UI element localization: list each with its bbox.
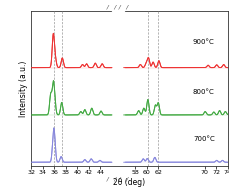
Text: 900°C: 900°C: [192, 39, 214, 45]
X-axis label: 2θ (deg): 2θ (deg): [113, 178, 145, 187]
Text: 800°C: 800°C: [192, 89, 214, 95]
Text: 700°C: 700°C: [192, 136, 214, 142]
Text: / /: / /: [117, 176, 129, 181]
Text: / /: / /: [106, 5, 117, 10]
Text: / /: / /: [117, 5, 129, 10]
Y-axis label: Intensity (a.u.): Intensity (a.u.): [19, 61, 28, 117]
Bar: [112, 11, 123, 166]
Text: / /: / /: [106, 176, 117, 181]
